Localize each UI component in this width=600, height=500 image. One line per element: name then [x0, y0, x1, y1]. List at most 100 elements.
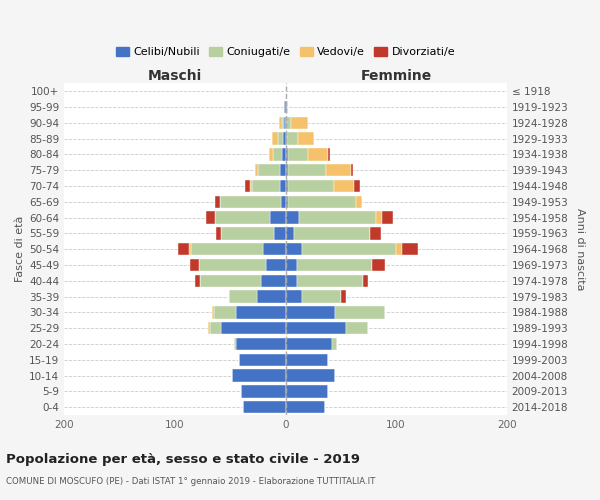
Bar — [286, 274, 296, 287]
Bar — [286, 243, 302, 256]
Bar — [214, 306, 236, 318]
Bar — [178, 243, 189, 256]
Bar — [291, 116, 308, 129]
Bar — [334, 180, 354, 192]
Bar — [191, 243, 263, 256]
Bar — [298, 132, 314, 145]
Bar — [372, 259, 385, 271]
Bar — [302, 243, 396, 256]
Bar — [261, 274, 286, 287]
Bar — [295, 228, 370, 239]
Bar — [308, 148, 328, 160]
Bar — [244, 401, 286, 413]
Bar — [195, 274, 200, 287]
Bar — [266, 259, 286, 271]
Bar — [286, 306, 335, 318]
Bar — [258, 164, 280, 176]
Bar — [221, 228, 274, 239]
Y-axis label: Anni di nascita: Anni di nascita — [575, 208, 585, 290]
Bar — [190, 259, 199, 271]
Bar — [302, 290, 341, 303]
Bar — [221, 322, 286, 334]
Bar — [328, 148, 330, 160]
Bar — [363, 274, 368, 287]
Bar — [250, 180, 253, 192]
Bar — [254, 164, 258, 176]
Bar — [396, 243, 401, 256]
Bar — [257, 290, 286, 303]
Text: Femmine: Femmine — [361, 70, 432, 84]
Bar — [288, 196, 356, 208]
Bar — [288, 148, 308, 160]
Bar — [200, 274, 261, 287]
Bar — [239, 354, 286, 366]
Bar — [274, 148, 282, 160]
Bar — [286, 101, 287, 113]
Bar — [286, 164, 288, 176]
Bar — [286, 259, 296, 271]
Bar — [341, 290, 346, 303]
Bar — [245, 180, 250, 192]
Bar — [332, 338, 337, 350]
Bar — [236, 306, 286, 318]
Bar — [215, 212, 270, 224]
Bar — [263, 243, 286, 256]
Bar — [274, 228, 286, 239]
Bar — [286, 290, 302, 303]
Bar — [253, 180, 280, 192]
Bar — [356, 196, 362, 208]
Bar — [286, 196, 288, 208]
Bar — [287, 101, 288, 113]
Bar — [236, 338, 286, 350]
Bar — [346, 322, 368, 334]
Bar — [286, 338, 332, 350]
Bar — [189, 243, 191, 256]
Bar — [233, 338, 236, 350]
Bar — [286, 228, 295, 239]
Bar — [288, 180, 334, 192]
Bar — [216, 228, 221, 239]
Bar — [286, 116, 291, 129]
Text: Maschi: Maschi — [148, 70, 202, 84]
Bar — [280, 180, 286, 192]
Bar — [282, 116, 284, 129]
Bar — [286, 132, 287, 145]
Bar — [199, 259, 266, 271]
Bar — [210, 322, 221, 334]
Bar — [286, 370, 335, 382]
Bar — [241, 386, 286, 398]
Bar — [283, 132, 286, 145]
Text: Popolazione per età, sesso e stato civile - 2019: Popolazione per età, sesso e stato civil… — [6, 452, 360, 466]
Bar — [286, 148, 288, 160]
Bar — [326, 164, 351, 176]
Bar — [280, 164, 286, 176]
Bar — [299, 212, 376, 224]
Text: COMUNE DI MOSCUFO (PE) - Dati ISTAT 1° gennaio 2019 - Elaborazione TUTTITALIA.IT: COMUNE DI MOSCUFO (PE) - Dati ISTAT 1° g… — [6, 478, 376, 486]
Bar — [220, 196, 281, 208]
Bar — [354, 180, 359, 192]
Bar — [382, 212, 393, 224]
Bar — [279, 116, 282, 129]
Bar — [229, 290, 257, 303]
Bar — [286, 322, 346, 334]
Bar — [370, 228, 380, 239]
Bar — [281, 196, 286, 208]
Bar — [296, 259, 372, 271]
Bar — [215, 196, 220, 208]
Bar — [282, 148, 286, 160]
Bar — [335, 306, 385, 318]
Bar — [232, 370, 286, 382]
Bar — [286, 401, 325, 413]
Bar — [288, 164, 326, 176]
Bar — [284, 116, 286, 129]
Bar — [284, 101, 286, 113]
Bar — [296, 274, 363, 287]
Bar — [269, 148, 274, 160]
Bar — [286, 212, 299, 224]
Bar — [401, 243, 418, 256]
Bar — [351, 164, 353, 176]
Legend: Celibi/Nubili, Coniugati/e, Vedovi/e, Divorziati/e: Celibi/Nubili, Coniugati/e, Vedovi/e, Di… — [111, 42, 460, 62]
Bar — [270, 212, 286, 224]
Y-axis label: Fasce di età: Fasce di età — [15, 216, 25, 282]
Bar — [272, 132, 278, 145]
